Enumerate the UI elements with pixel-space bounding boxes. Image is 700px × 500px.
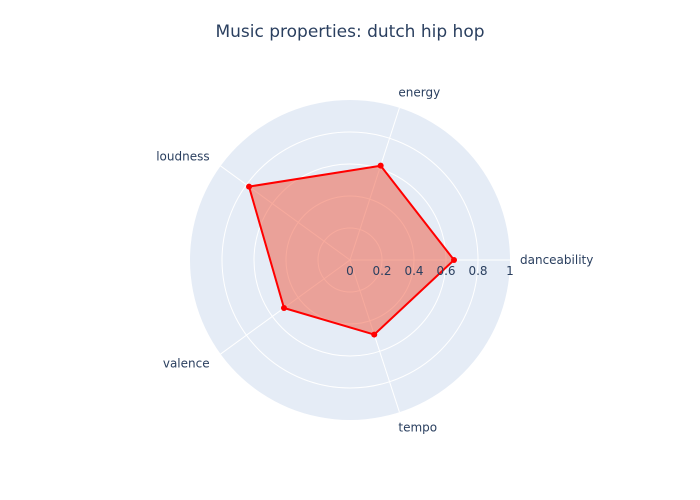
- data-point: [246, 183, 253, 190]
- data-point: [280, 304, 287, 311]
- angular-labels: danceability energy loudness valence tempo: [156, 86, 593, 435]
- radial-tick-label: 0.2: [372, 264, 391, 278]
- radial-tick-label: 0.6: [436, 264, 455, 278]
- chart-title: Music properties: dutch hip hop: [215, 22, 484, 42]
- radial-tick-label: 0: [346, 264, 354, 278]
- angular-axis-label: valence: [163, 356, 210, 370]
- data-point: [371, 331, 378, 338]
- radial-ticks: 0 0.2 0.4 0.6 0.8 1: [346, 264, 514, 278]
- angular-axis-label: energy: [398, 86, 440, 100]
- angular-axis-label: tempo: [398, 420, 437, 434]
- angular-axis-label: loudness: [156, 150, 209, 164]
- data-point: [377, 162, 384, 169]
- series-polygon: [248, 164, 455, 336]
- radial-tick-label: 0.4: [404, 264, 423, 278]
- angular-axis-label: danceability: [520, 253, 593, 267]
- radial-tick-label: 0.8: [468, 264, 487, 278]
- data-point: [451, 257, 457, 263]
- series-layer: [246, 162, 457, 338]
- radial-tick-label: 1: [506, 264, 514, 278]
